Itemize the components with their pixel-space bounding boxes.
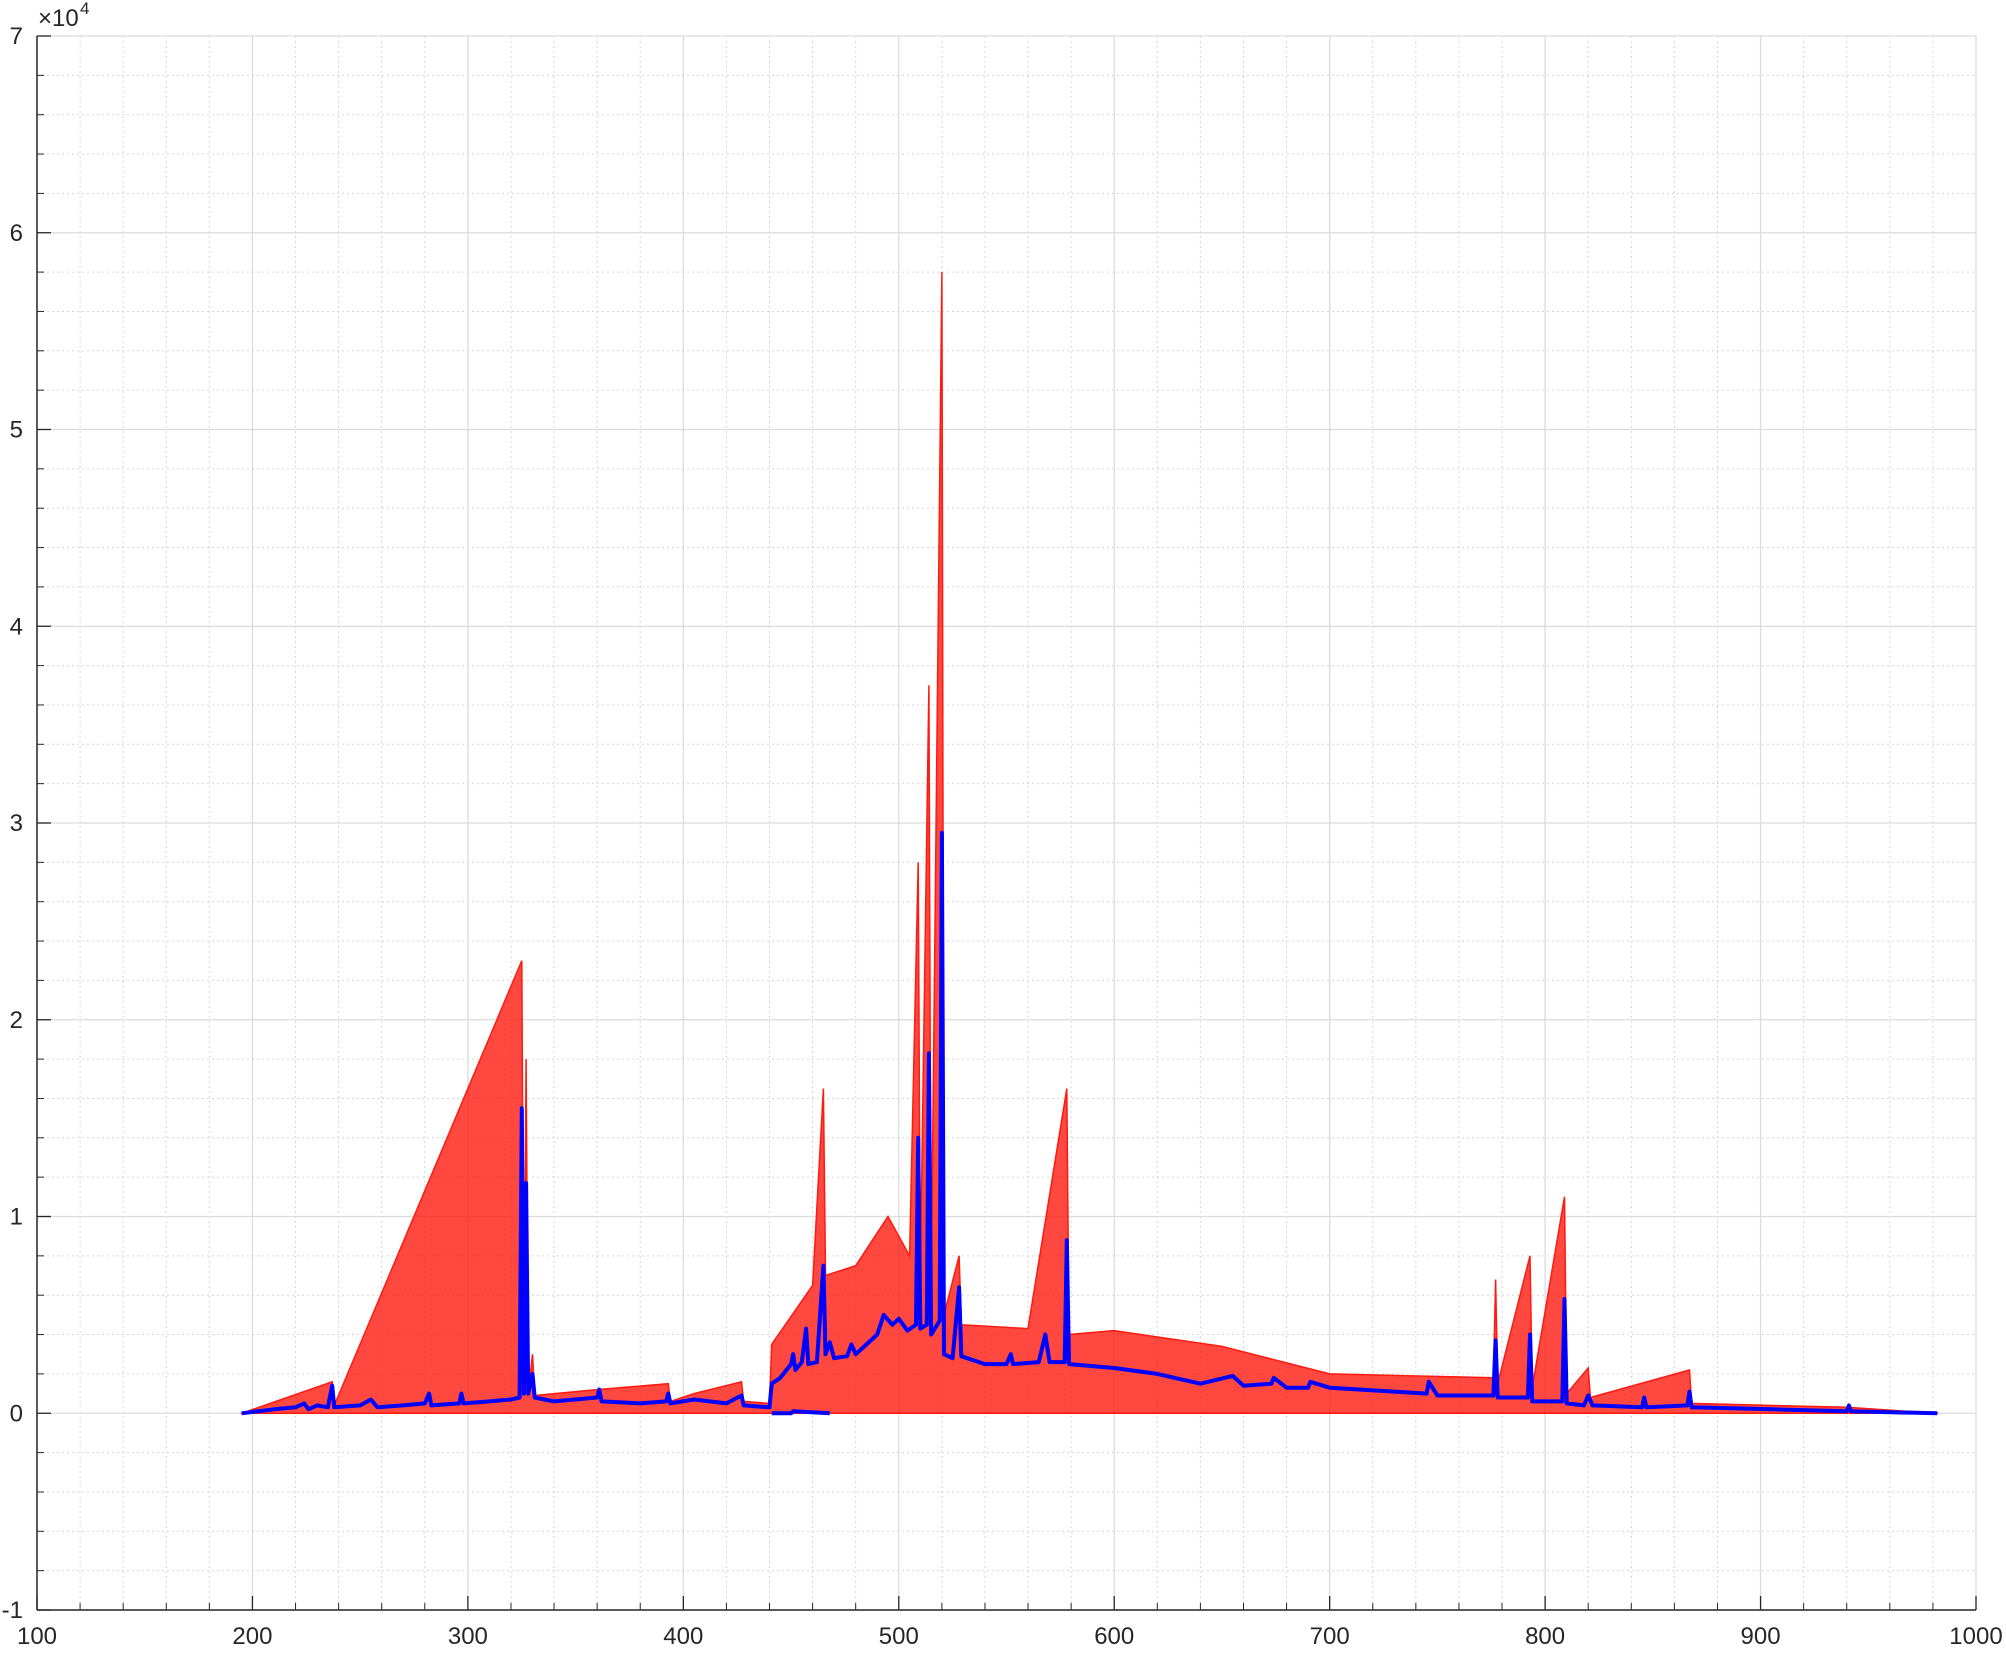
data-line — [771, 1409, 830, 1416]
x-tick-label: 800 — [1525, 1623, 1565, 1650]
x-tick-label: 600 — [1094, 1623, 1134, 1650]
x-tick-label: 100 — [17, 1623, 57, 1650]
y-exponent-base: ×10 — [38, 5, 79, 32]
x-tick-label: 200 — [232, 1623, 272, 1650]
y-tick-label: 2 — [10, 1007, 23, 1034]
y-tick-label: 5 — [10, 417, 23, 444]
y-tick-label: 0 — [10, 1400, 23, 1427]
y-tick-label: 3 — [10, 810, 23, 837]
y-tick-label: 1 — [10, 1204, 23, 1231]
x-tick-label: 300 — [448, 1623, 488, 1650]
y-tick-label: 4 — [10, 613, 23, 640]
y-tick-label: 7 — [10, 23, 23, 50]
x-tick-label: 1000 — [1949, 1623, 2002, 1650]
y-tick-label: -1 — [2, 1597, 23, 1624]
x-tick-label: 500 — [879, 1623, 919, 1650]
x-tick-label: 400 — [663, 1623, 703, 1650]
y-tick-label: 6 — [10, 220, 23, 247]
x-tick-label: 900 — [1741, 1623, 1781, 1650]
data-line — [241, 830, 1938, 1416]
x-tick-label: 700 — [1310, 1623, 1350, 1650]
y-exponent-power: 4 — [80, 0, 89, 18]
